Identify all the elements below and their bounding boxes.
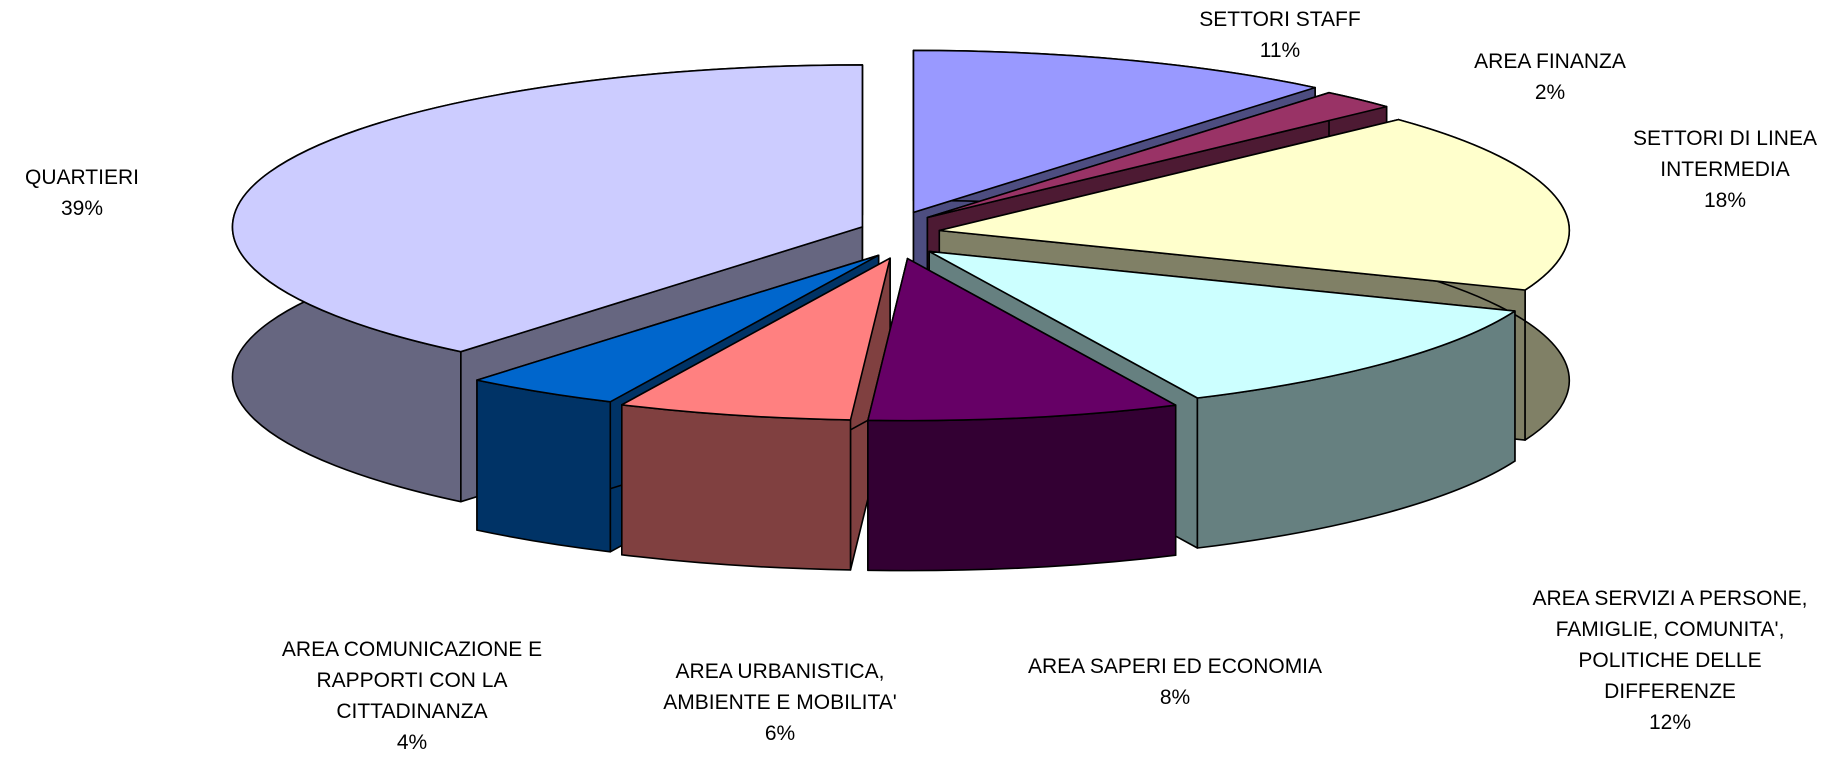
pie-slice-rim [621,404,852,571]
slice-label-6: AREA URBANISTICA, AMBIENTE E MOBILITA' 6% [663,660,897,745]
pie-slice-top [912,49,1316,214]
pie-slice-5 [867,257,1177,572]
slice-label-4: AREA SERVIZI A PERSONE, FAMIGLIE, COMUNIT… [1532,587,1807,734]
pie-slice-top [928,250,1516,399]
pie-slice-top [621,257,891,421]
pie-slice-top [938,118,1571,291]
pie-labels: SETTORI STAFF 11% AREA FINANZA 2%SETTORI DI… [25,8,1817,754]
slice-label-7: AREA COMUNICAZIONE E RAPPORTI CON LA CITTA… [282,638,542,754]
slice-label-2: AREA FINANZA 2% [1474,50,1626,104]
pie-slice-top [231,64,864,353]
pie-slices [231,49,1571,572]
pie-slice-top [867,257,1177,422]
pie-slice-rim [867,404,1177,572]
slice-label-5: AREA SAPERI ED ECONOMIA 8% [1028,655,1322,709]
slice-label-8: QUARTIERI 39% [25,166,139,220]
pie-slice-top [926,91,1388,219]
slice-label-3: SETTORI DI LINEA INTERMEDIA 18% [1633,127,1817,212]
pie-slice-top [476,254,880,403]
slice-label-1: SETTORI STAFF 11% [1199,8,1360,62]
pie-slice-6 [621,257,891,571]
pie-slice-rim [476,379,612,553]
